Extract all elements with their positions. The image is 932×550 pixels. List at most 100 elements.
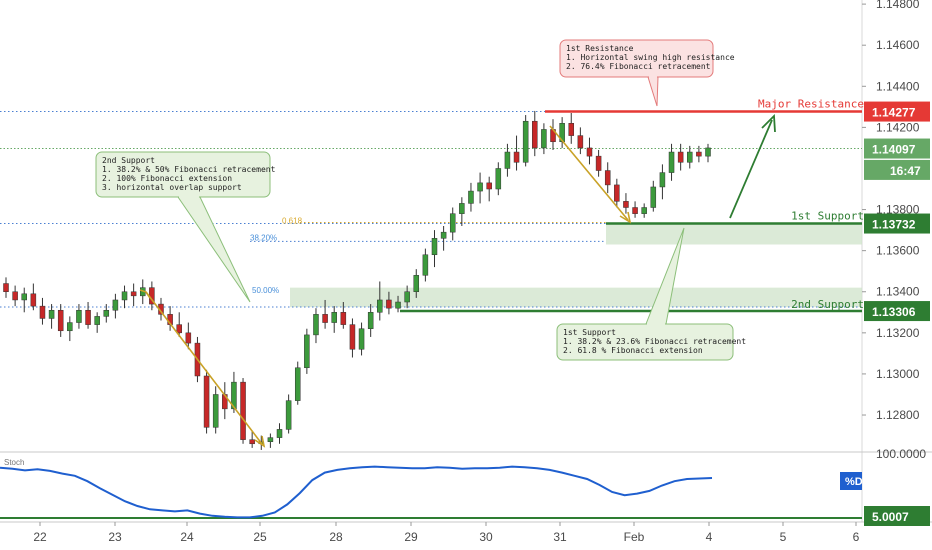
candle-body [331, 312, 337, 323]
x-tick-label: 30 [479, 530, 493, 544]
x-tick-label: 29 [404, 530, 418, 544]
candle-body [431, 238, 438, 256]
candle-body [422, 254, 429, 276]
candle-body [240, 381, 246, 440]
x-tick-label: 4 [706, 530, 713, 544]
trend-arrowhead-2 [619, 211, 632, 224]
candle-body [21, 293, 27, 301]
resistance-note-line: 2. 76.4% Fibonacci retracement [566, 62, 711, 71]
y-tick-label: 1.13400 [876, 285, 920, 299]
candle-body [395, 301, 401, 309]
price-tag [864, 213, 930, 234]
candle-body [532, 120, 538, 149]
support-zones [290, 222, 862, 308]
candle-body [48, 309, 55, 319]
y-tick-label: 1.14400 [876, 79, 920, 93]
price-tag [864, 301, 930, 322]
stochastic-pane: Stoch 100.0000 %D 5.0007 [0, 447, 930, 526]
candle-body [103, 309, 110, 317]
candle-body [650, 186, 657, 208]
support1-note-line: 1. 38.2% & 23.6% Fibonacci retracement [563, 337, 746, 346]
seam-cover [649, 75, 657, 78]
x-tick-label: 28 [329, 530, 343, 544]
resistance-note-box [559, 39, 714, 78]
candle-body [367, 312, 374, 329]
y-tick-label: 1.13600 [876, 244, 920, 258]
candle-body [358, 328, 365, 350]
candle-body [130, 291, 137, 297]
candle-body [623, 201, 629, 208]
candle-body [67, 322, 73, 332]
y-tick-label: 1.14600 [876, 38, 920, 52]
candle-body [513, 151, 520, 163]
candle-body [632, 207, 638, 214]
price-tag-label: 1.13306 [872, 305, 916, 319]
candle-body [477, 182, 483, 192]
candle-body [249, 439, 255, 445]
candle-body [449, 213, 456, 233]
price-axis: 1.14800 1.14600 1.14400 1.14200 1.13800 1.136… [862, 0, 930, 422]
candle-body [413, 275, 420, 292]
stoch-tick-label: 100.0000 [876, 447, 926, 461]
support1-note-line: 2. 61.8 % Fibonacci extension [563, 346, 703, 355]
candle-body [203, 375, 210, 428]
second-support-zone [290, 287, 862, 308]
candle-body [121, 291, 128, 301]
support2-note-line: 2nd Support [102, 156, 155, 165]
candle-body [304, 334, 310, 369]
candle-body [604, 170, 611, 186]
support2-note-line: 1. 38.2% & 50% Fibonacci retracement [102, 165, 276, 174]
candle-body [377, 299, 383, 313]
candle-body [267, 437, 274, 442]
candle-body [94, 316, 100, 325]
candle-body [577, 135, 584, 149]
candle-body [668, 151, 675, 173]
down-trend-line-1 [145, 291, 263, 445]
support2-note-line: 3. horizontal overlap support [102, 183, 242, 192]
trend-arrowtail-1 [139, 289, 151, 299]
seam-cover [647, 323, 665, 326]
y-tick-label: 1.12800 [876, 408, 920, 422]
candle-body [696, 151, 702, 157]
candle-body [486, 182, 492, 190]
candle-body [313, 314, 319, 336]
support1-note-line: 1st Support [563, 328, 616, 337]
price-tag-label: 1.14277 [872, 106, 916, 120]
bullish-arrowhead [761, 113, 776, 133]
candle-body [12, 291, 18, 301]
candle-body [677, 151, 684, 163]
stoch-label: Stoch [4, 458, 24, 467]
candle-body [495, 168, 502, 190]
candle-body [276, 429, 283, 438]
fib-label: 50.00% [252, 286, 279, 295]
x-tick-label: 24 [180, 530, 194, 544]
horizontal-levels: Major Resistance 1st Support 2nd Support [0, 98, 864, 313]
candle-body [285, 400, 292, 430]
fibonacci-labels: 0.618 38.20% 50.00% [250, 217, 303, 295]
price-tag-label: 16:47 [890, 164, 921, 178]
candle-body [349, 324, 356, 350]
candle-body [85, 309, 91, 325]
first-support-label: 1st Support [791, 210, 864, 223]
time-axis: 22 23 24 25 28 29 30 31 Feb 4 5 6 [33, 522, 860, 544]
candle-body [340, 312, 347, 325]
y-tick-label: 1.14800 [876, 0, 920, 11]
trend-arrowhead-1 [254, 435, 266, 448]
resistance-note-line: 1. Horizontal swing high resistance [566, 53, 735, 62]
down-trend-line-2 [549, 125, 629, 221]
y-tick-label: 1.13000 [876, 367, 920, 381]
candle-body [231, 381, 237, 410]
price-tag-label: 1.14097 [872, 143, 916, 157]
candle-body [659, 172, 666, 188]
candle-body [112, 299, 119, 311]
x-tick-label: 6 [853, 530, 860, 544]
candle-body [185, 332, 192, 344]
candle-body [568, 123, 575, 136]
candle-body [541, 129, 547, 149]
